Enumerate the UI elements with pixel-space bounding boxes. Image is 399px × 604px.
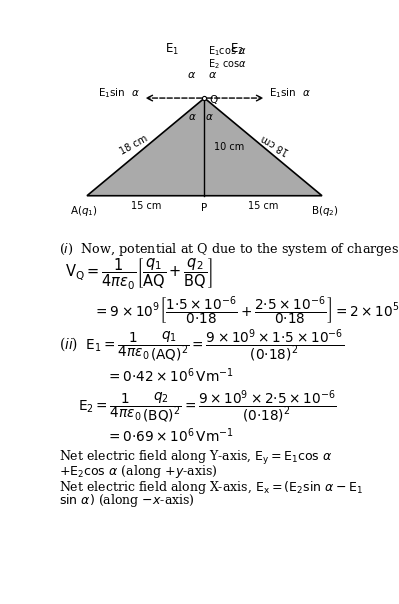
Text: E$_1$cos $\alpha$: E$_1$cos $\alpha$: [208, 44, 247, 58]
Text: 18 cm: 18 cm: [260, 133, 291, 156]
Text: 10 cm: 10 cm: [214, 142, 244, 152]
Text: $+ \mathrm{E_2}\cos\,\alpha$ (along $+ y$-axis): $+ \mathrm{E_2}\cos\,\alpha$ (along $+ y…: [59, 463, 218, 480]
Text: B($q_2$): B($q_2$): [311, 204, 339, 218]
Text: $= 0{\cdot}42\times10^6\,\mathrm{Vm^{-1}}$: $= 0{\cdot}42\times10^6\,\mathrm{Vm^{-1}…: [105, 367, 233, 385]
Text: 15 cm: 15 cm: [130, 201, 161, 211]
Text: A($q_1$): A($q_1$): [70, 204, 98, 218]
Text: ($ii$)  $\mathrm{E_1} = \dfrac{1}{4\pi\varepsilon_0}\dfrac{q_1}{(\mathrm{AQ})^2}: ($ii$) $\mathrm{E_1} = \dfrac{1}{4\pi\va…: [59, 327, 344, 364]
Text: $\alpha$: $\alpha$: [207, 70, 217, 80]
Text: E$_2$ cos$\alpha$: E$_2$ cos$\alpha$: [208, 57, 247, 71]
Text: $\sin\,\alpha)$ (along $- x$-axis): $\sin\,\alpha)$ (along $- x$-axis): [59, 492, 195, 509]
Text: $\mathrm{V_Q} = \dfrac{1}{4\pi\varepsilon_0}\left[\dfrac{q_1}{\mathrm{AQ}} + \df: $\mathrm{V_Q} = \dfrac{1}{4\pi\varepsilo…: [65, 257, 213, 292]
Text: E$_1$sin  $\alpha$: E$_1$sin $\alpha$: [269, 86, 311, 100]
Text: $\alpha$: $\alpha$: [187, 70, 196, 80]
Polygon shape: [87, 98, 322, 196]
Text: Q: Q: [209, 95, 217, 105]
Text: $= 9\times10^9\left[\dfrac{1{\cdot}5\times10^{-6}}{0{\cdot}18} + \dfrac{2{\cdot}: $= 9\times10^9\left[\dfrac{1{\cdot}5\tim…: [93, 295, 399, 327]
Text: Net electric field along X-axis, $\mathrm{E_x} = (\mathrm{E_2}\sin\,\alpha - \ma: Net electric field along X-axis, $\mathr…: [59, 479, 363, 496]
Text: E$_1$sin  $\alpha$: E$_1$sin $\alpha$: [98, 86, 140, 100]
Text: Net electric field along Y-axis, $\mathrm{E_y} = \mathrm{E_1}\cos\,\alpha$: Net electric field along Y-axis, $\mathr…: [59, 449, 332, 467]
Text: P: P: [201, 203, 207, 213]
Text: E$_1$: E$_1$: [165, 42, 179, 57]
Text: 15 cm: 15 cm: [248, 201, 279, 211]
Text: 18 cm: 18 cm: [118, 133, 149, 156]
Text: E$_2$: E$_2$: [230, 42, 244, 57]
Text: $\alpha$: $\alpha$: [205, 112, 213, 121]
Text: $\mathrm{E_2} = \dfrac{1}{4\pi\varepsilon_0}\dfrac{q_2}{(\mathrm{BQ})^2} = \dfra: $\mathrm{E_2} = \dfrac{1}{4\pi\varepsilo…: [78, 388, 336, 425]
Text: $= 0{\cdot}69\times10^6\,\mathrm{Vm^{-1}}$: $= 0{\cdot}69\times10^6\,\mathrm{Vm^{-1}…: [105, 427, 233, 446]
Text: ($i$)  Now, potential at Q due to the system of charges: ($i$) Now, potential at Q due to the sys…: [59, 241, 399, 258]
Text: $\alpha$: $\alpha$: [188, 112, 196, 121]
